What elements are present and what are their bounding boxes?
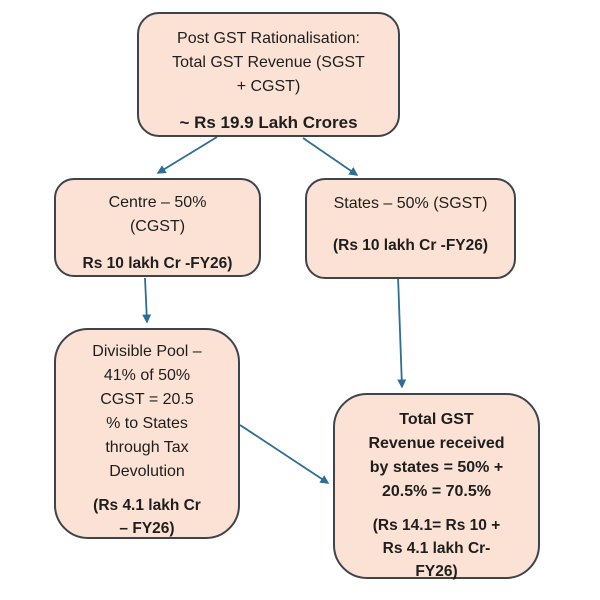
node-states-title: States – 50% (SGST) (333, 195, 488, 212)
node-divisible-pool-amount: (Rs 4.1 lakh Cr – FY26) (93, 497, 201, 537)
node-states-sgst: States – 50% (SGST) (Rs 10 lakh Cr -FY26… (305, 178, 516, 279)
node-total-revenue-amount: (Rs 14.1= Rs 10 + Rs 4.1 lakh Cr- FY26) (372, 517, 501, 580)
arrow-top-to-states (302, 137, 359, 176)
node-total-revenue-title: Total GST Revenue received by states = 5… (368, 411, 505, 500)
node-centre-amount: Rs 10 lakh Cr -FY26) (82, 255, 233, 272)
arrow-divisible-to-total (239, 424, 330, 484)
arrow-states-to-total (397, 275, 407, 389)
node-centre-title: Centre – 50% (CGST) (108, 194, 207, 235)
arrow-top-to-centre (156, 136, 218, 174)
node-divisible-pool-title: Divisible Pool – 41% of 50% CGST = 20.5 … (92, 343, 202, 480)
node-total-revenue-states: Total GST Revenue received by states = 5… (333, 393, 540, 580)
node-states-amount: (Rs 10 lakh Cr -FY26) (332, 237, 489, 254)
node-post-gst-total-revenue: Post GST Rationalisation: Total GST Reve… (137, 12, 400, 137)
node-centre-cgst: Centre – 50% (CGST) Rs 10 lakh Cr -FY26) (54, 178, 261, 277)
node-divisible-pool: Divisible Pool – 41% of 50% CGST = 20.5 … (54, 328, 240, 539)
node-post-gst-title: Post GST Rationalisation: Total GST Reve… (172, 30, 365, 95)
arrow-centre-to-divisible (142, 277, 152, 324)
node-post-gst-amount: ~ Rs 19.9 Lakh Crores (179, 113, 358, 132)
